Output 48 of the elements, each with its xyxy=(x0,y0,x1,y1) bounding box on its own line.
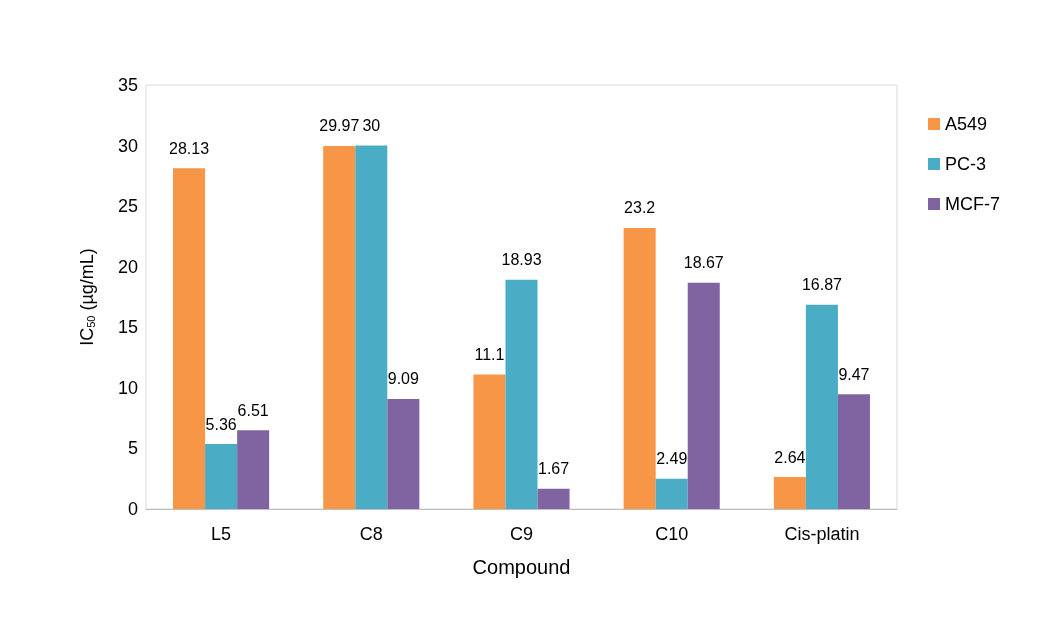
bar xyxy=(687,282,720,509)
x-tick-label: C10 xyxy=(655,524,689,544)
data-label: 2.64 xyxy=(774,448,806,466)
bar xyxy=(655,478,688,509)
x-tick-label: C8 xyxy=(359,524,383,544)
data-label: 9.47 xyxy=(838,365,870,383)
bar xyxy=(623,227,656,509)
bar xyxy=(805,304,838,509)
legend-label: MCF-7 xyxy=(945,194,1001,214)
legend-label: PC-3 xyxy=(945,154,987,174)
y-axis-title: IC50 (µg/mL) xyxy=(76,248,97,346)
x-axis-title: Compound xyxy=(472,556,571,578)
data-label: 5.36 xyxy=(205,415,237,433)
bar xyxy=(173,168,206,509)
data-label: 18.93 xyxy=(501,251,542,269)
y-tick-label: 15 xyxy=(117,317,138,338)
x-tick-label: L5 xyxy=(211,524,232,544)
legend-label: A549 xyxy=(945,114,988,134)
data-label: 30 xyxy=(362,117,381,135)
data-label: 6.51 xyxy=(237,401,269,419)
bar xyxy=(387,398,420,509)
data-label: 16.87 xyxy=(801,276,843,294)
data-label: 28.13 xyxy=(169,139,210,157)
bar xyxy=(505,279,538,509)
data-label: 29.97 xyxy=(319,117,360,135)
bar xyxy=(323,145,356,509)
y-tick-label: 10 xyxy=(117,377,138,398)
y-tick-label: 30 xyxy=(117,135,138,156)
bar xyxy=(205,444,238,509)
data-label: 23.2 xyxy=(624,199,656,217)
bar xyxy=(773,477,806,509)
data-label: 11.1 xyxy=(474,346,505,364)
y-tick-label: 0 xyxy=(127,499,138,519)
data-label: 2.49 xyxy=(656,450,688,468)
bar xyxy=(237,430,270,509)
bar xyxy=(473,374,506,509)
data-label: 9.09 xyxy=(387,370,420,388)
bar xyxy=(837,394,870,509)
bar xyxy=(355,145,388,509)
y-tick-label: 25 xyxy=(117,196,138,217)
x-tick-label: C9 xyxy=(509,524,534,544)
data-label: 18.67 xyxy=(683,254,724,272)
y-tick-label: 20 xyxy=(117,256,138,277)
y-tick-label: 5 xyxy=(127,438,138,459)
data-label: 1.67 xyxy=(537,460,570,478)
x-tick-label: Cis-platin xyxy=(784,524,860,544)
y-tick-label: 35 xyxy=(117,75,138,95)
bar xyxy=(537,488,570,509)
